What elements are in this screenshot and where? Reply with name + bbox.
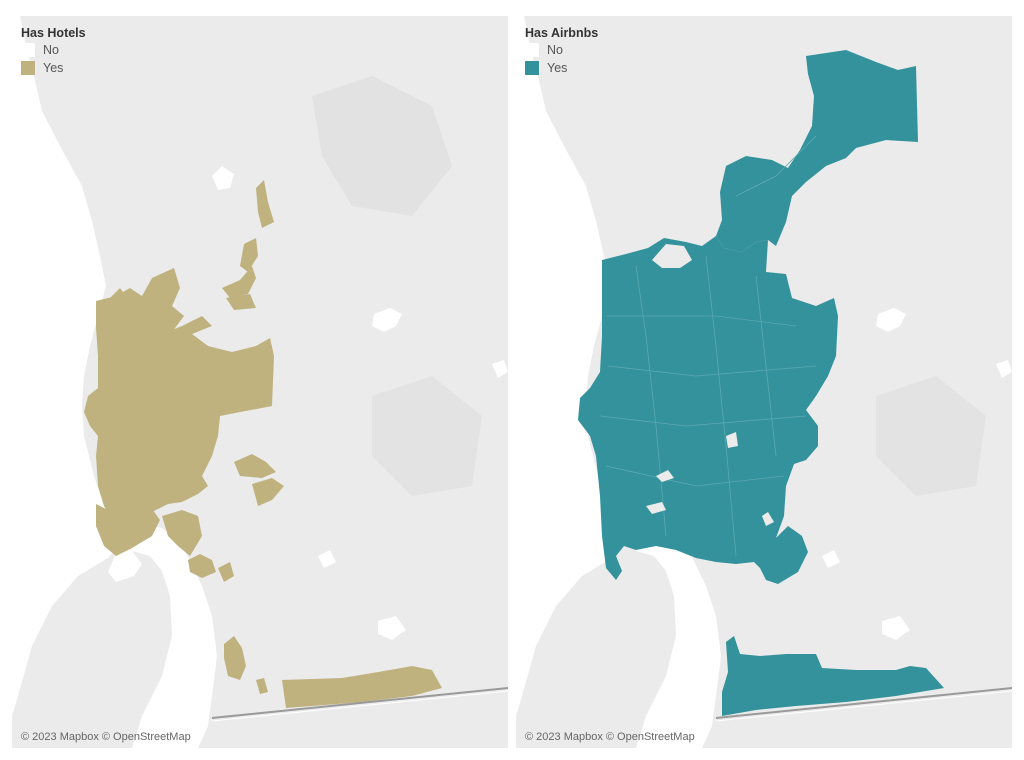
lake-2 xyxy=(492,360,508,378)
hotels-region-border[interactable] xyxy=(282,666,442,708)
legend-swatch-yes xyxy=(21,61,35,75)
terrain-shade xyxy=(876,376,986,496)
hotels-legend: Has Hotels No Yes xyxy=(21,26,86,77)
legend-title: Has Airbnbs xyxy=(525,26,599,40)
lake-2 xyxy=(996,360,1012,378)
lake-1 xyxy=(372,308,402,332)
hotels-region-south-bay[interactable] xyxy=(256,678,268,694)
hotels-region[interactable] xyxy=(84,268,274,522)
airbnbs-region-north[interactable] xyxy=(716,50,918,252)
airbnbs-region-south-bay[interactable] xyxy=(722,636,944,716)
san-diego-bay xyxy=(122,524,217,748)
airbnbs-map-canvas[interactable] xyxy=(516,16,1012,748)
hotels-region-north[interactable] xyxy=(104,288,130,312)
hotels-region-downtown[interactable] xyxy=(162,510,202,556)
legend-swatch-yes xyxy=(525,61,539,75)
map-attribution[interactable]: © 2023 Mapbox © OpenStreetMap xyxy=(21,731,191,743)
legend-label-no: No xyxy=(43,43,59,57)
legend-title: Has Hotels xyxy=(21,26,86,40)
legend-item-no[interactable]: No xyxy=(525,41,598,59)
legend-item-no[interactable]: No xyxy=(21,41,86,59)
hotels-map-canvas[interactable] xyxy=(12,16,508,748)
border-road-edge xyxy=(211,690,508,722)
hotels-region-south-bay[interactable] xyxy=(224,636,246,680)
hotels-region-north[interactable] xyxy=(142,274,176,306)
airbnbs-legend: Has Airbnbs No Yes xyxy=(525,26,598,77)
airbnbs-map-panel[interactable]: Has Airbnbs No Yes © 2023 Mapbox © OpenS… xyxy=(516,16,1012,748)
hotels-region-ne[interactable] xyxy=(226,294,256,310)
map-attribution[interactable]: © 2023 Mapbox © OpenStreetMap xyxy=(525,731,695,743)
legend-label-yes: Yes xyxy=(43,61,64,75)
ocean xyxy=(12,16,120,716)
hotels-region-corridor[interactable] xyxy=(256,180,274,228)
hotels-region-coronado[interactable] xyxy=(218,562,234,582)
border-road-edge xyxy=(715,690,1012,722)
hotels-regions[interactable] xyxy=(84,180,442,708)
legend-label-yes: Yes xyxy=(547,61,568,75)
hotels-region-ne[interactable] xyxy=(222,266,256,298)
hotels-region-east[interactable] xyxy=(234,454,276,478)
lake-1 xyxy=(876,308,906,332)
border-road xyxy=(715,687,1012,719)
hotels-region-se[interactable] xyxy=(188,554,216,578)
hotels-region-east[interactable] xyxy=(252,478,284,506)
hotels-region-south[interactable] xyxy=(96,504,160,556)
legend-swatch-no xyxy=(525,43,539,57)
lake-4 xyxy=(882,616,910,640)
hotels-map-panel[interactable]: Has Hotels No Yes © 2023 Mapbox © OpenSt… xyxy=(12,16,508,748)
legend-item-yes[interactable]: Yes xyxy=(525,59,598,77)
lake-3 xyxy=(822,550,840,568)
border-road xyxy=(211,687,508,719)
lake-5 xyxy=(212,166,234,190)
hotels-region-corridor[interactable] xyxy=(240,238,258,272)
terrain-shade xyxy=(372,376,482,496)
lake-3 xyxy=(318,550,336,568)
airbnbs-holes xyxy=(646,244,774,526)
legend-swatch-no xyxy=(21,43,35,57)
legend-label-no: No xyxy=(547,43,563,57)
lake-4 xyxy=(378,616,406,640)
ocean xyxy=(516,16,624,716)
san-diego-bay xyxy=(626,524,721,748)
legend-item-yes[interactable]: Yes xyxy=(21,59,86,77)
terrain-shade xyxy=(312,76,452,216)
